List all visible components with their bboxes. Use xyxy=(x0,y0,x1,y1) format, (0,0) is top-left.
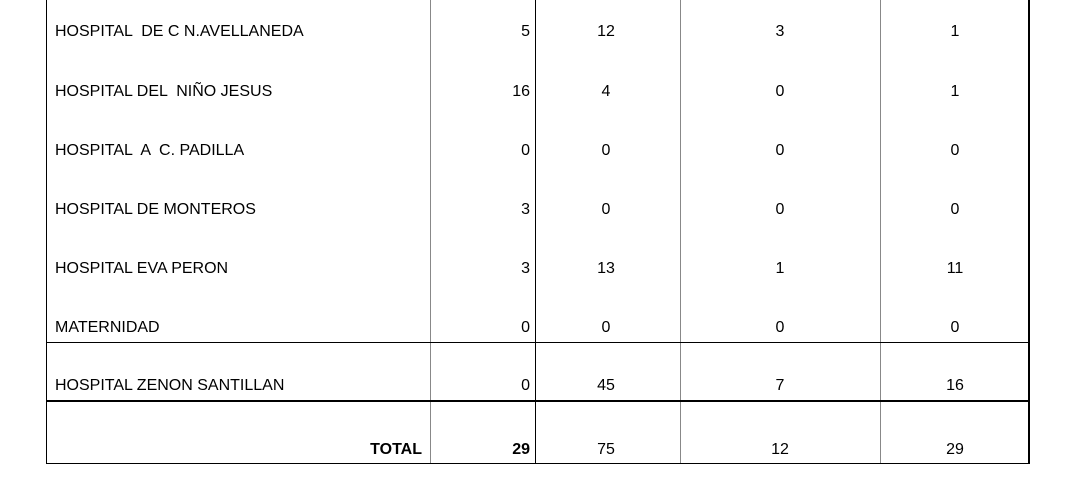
cell-value: 1 xyxy=(950,23,960,40)
cell-value: 0 xyxy=(601,142,611,159)
row-label: HOSPITAL DE MONTEROS xyxy=(55,201,256,218)
border xyxy=(880,0,881,464)
border xyxy=(46,0,47,464)
cell-value: 16 xyxy=(946,377,964,394)
row-label: HOSPITAL ZENON SANTILLAN xyxy=(55,377,285,394)
border xyxy=(680,0,681,464)
cell-value: 0 xyxy=(775,142,785,159)
border xyxy=(1028,0,1030,464)
cell-value: 0 xyxy=(521,142,530,159)
cell-value: 0 xyxy=(601,201,611,218)
border xyxy=(535,0,536,464)
cell-value: 0 xyxy=(775,201,785,218)
cell-value: 16 xyxy=(512,83,530,100)
border xyxy=(46,463,1029,464)
row-label: HOSPITAL DE C N.AVELLANEDA xyxy=(55,23,304,40)
cell-value: 3 xyxy=(521,260,530,277)
cell-value: 75 xyxy=(597,441,615,458)
cell-value: 3 xyxy=(521,201,530,218)
cell-value: 13 xyxy=(597,260,615,277)
row-label: TOTAL xyxy=(370,441,422,458)
cell-value: 12 xyxy=(771,441,789,458)
cell-value: 0 xyxy=(521,319,530,336)
border xyxy=(46,342,1029,343)
cell-value: 11 xyxy=(946,260,964,277)
row-label: HOSPITAL DEL NIÑO JESUS xyxy=(55,83,273,100)
cell-value: 0 xyxy=(950,201,960,218)
cell-value: 7 xyxy=(775,377,785,394)
row-label: MATERNIDAD xyxy=(55,319,160,336)
border xyxy=(430,0,431,464)
border xyxy=(46,400,1029,402)
cell-value: 0 xyxy=(775,319,785,336)
row-label: HOSPITAL A C. PADILLA xyxy=(55,142,245,159)
cell-value: 1 xyxy=(775,260,785,277)
cell-value: 0 xyxy=(950,319,960,336)
cell-value: 5 xyxy=(521,23,530,40)
cell-value: 12 xyxy=(597,23,615,40)
cell-value: 1 xyxy=(950,83,960,100)
row-label: HOSPITAL EVA PERON xyxy=(55,260,229,277)
cell-value: 45 xyxy=(597,377,615,394)
cell-value: 3 xyxy=(775,23,785,40)
cell-value: 0 xyxy=(521,377,530,394)
cell-value: 29 xyxy=(512,441,530,458)
cell-value: 0 xyxy=(950,142,960,159)
cell-value: 29 xyxy=(946,441,964,458)
cell-value: 4 xyxy=(601,83,611,100)
cell-value: 0 xyxy=(601,319,611,336)
cell-value: 0 xyxy=(775,83,785,100)
